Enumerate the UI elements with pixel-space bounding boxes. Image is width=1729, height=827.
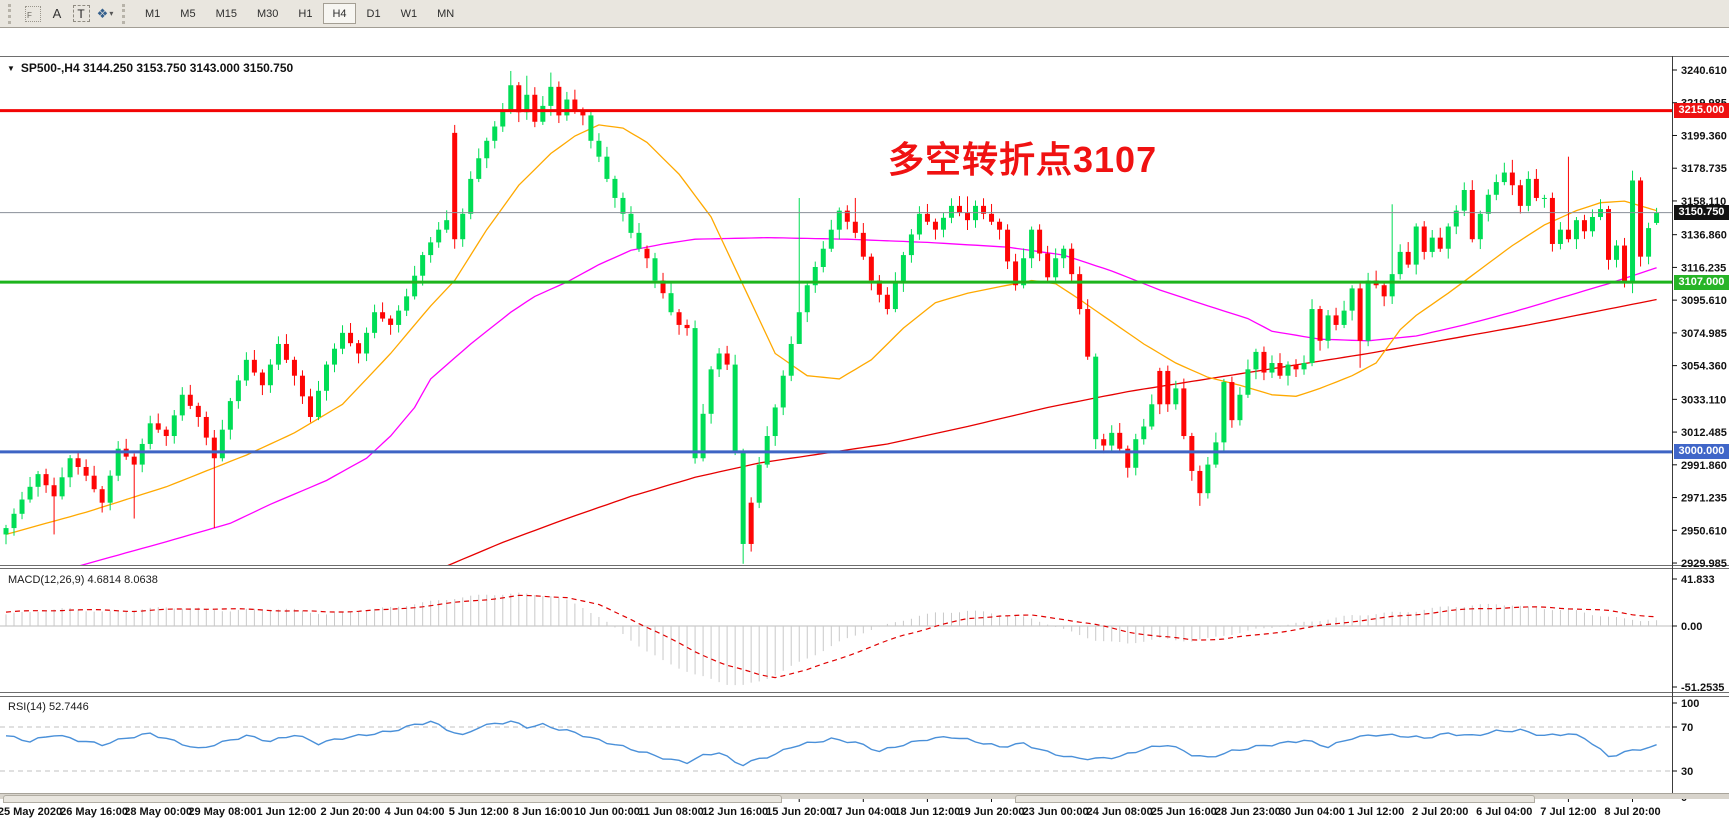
- chart-annotation-text[interactable]: 多空转折点3107: [888, 139, 1158, 180]
- macd-axis-label: 0.00: [1681, 621, 1702, 633]
- snap-grid-icon: F: [25, 5, 41, 22]
- price-axis-label: 3116.235: [1681, 262, 1726, 274]
- time-axis-label: 24 Jun 08:00: [1087, 806, 1153, 818]
- time-axis-label: 28 May 00:00: [124, 806, 192, 818]
- ma-fast-line: [5, 124, 1657, 536]
- tab-timeframe-d1[interactable]: D1: [366, 8, 381, 20]
- time-axis-label: 15 Jun 20:00: [766, 806, 832, 818]
- price-axis-label: 3095.610: [1681, 295, 1727, 307]
- chart-title: ▼ SP500-,H4 3144.250 3153.750 3143.000 3…: [7, 61, 293, 75]
- price-axis: 3240.6103219.9853199.3603178.7353158.110…: [1672, 65, 1727, 570]
- price-axis-label: 3033.110: [1681, 394, 1726, 406]
- tab-timeframe-h4[interactable]: H4: [323, 3, 356, 24]
- time-axis-label: 8 Jun 16:00: [513, 806, 573, 818]
- time-axis-label: 10 Jun 00:00: [574, 806, 640, 818]
- toolbar-grip[interactable]: [8, 3, 16, 24]
- tab-timeframe-m15[interactable]: M15: [215, 8, 237, 20]
- chart-canvas[interactable]: 3240.6103219.9853199.3603178.7353158.110…: [0, 28, 1729, 827]
- time-axis-label: 6 Jul 04:00: [1476, 806, 1532, 818]
- price-axis-label: 3199.360: [1681, 130, 1727, 142]
- time-axis-label: 25 May 2020: [0, 806, 62, 818]
- price-axis-label: 3158.110: [1681, 196, 1726, 208]
- chevron-down-icon: ▾: [109, 9, 114, 18]
- rsi-axis-label: 30: [1681, 766, 1693, 778]
- chart-window[interactable]: 3240.6103219.9853199.3603178.7353158.110…: [0, 28, 1729, 818]
- rsi-axis: 10070300: [1672, 698, 1699, 804]
- tab-timeframe-m30[interactable]: M30: [256, 8, 279, 20]
- time-axis-label: 23 Jun 00:00: [1023, 806, 1089, 818]
- font-tool-button[interactable]: A: [52, 6, 62, 21]
- time-axis-label: 1 Jun 12:00: [256, 806, 316, 818]
- time-axis-label: 19 Jun 20:00: [958, 806, 1024, 818]
- price-axis-label: 3136.860: [1681, 230, 1727, 242]
- rsi-axis-label: 70: [1681, 722, 1693, 734]
- price-axis-label: 2971.235: [1681, 493, 1727, 505]
- time-axis-label: 28 Jun 23:00: [1215, 806, 1281, 818]
- objects-icon: ❖: [96, 5, 109, 21]
- objects-button[interactable]: ❖ ▾: [94, 3, 116, 25]
- time-axis-label: 7 Jul 12:00: [1540, 806, 1596, 818]
- snap-grid-button[interactable]: F: [22, 3, 44, 25]
- toolbar-grip-2[interactable]: [122, 3, 130, 24]
- price-axis-label: 2950.610: [1681, 525, 1727, 537]
- rsi-layer: [0, 720, 1672, 772]
- macd-layer: [0, 592, 1672, 686]
- tab-timeframe-w1[interactable]: W1: [400, 8, 418, 20]
- tab-timeframe-m5[interactable]: M5: [180, 8, 196, 20]
- taskbar-button[interactable]: [3, 795, 782, 803]
- macd-axis: 41.833 0.00 -51.2535: [1672, 574, 1724, 694]
- collapse-icon[interactable]: ▼: [7, 63, 15, 73]
- price-tag-resistance: 3215.000: [1674, 103, 1729, 118]
- price-axis-label: 3012.485: [1681, 427, 1727, 439]
- time-axis-label: 2 Jul 20:00: [1412, 806, 1468, 818]
- ma-slow-line: [447, 298, 1657, 565]
- toolbar: F A T ❖ ▾ M1 M5 M15 M30 H1 H4 D1 W1 MN: [0, 0, 1729, 28]
- price-tag-support: 3000.000: [1674, 444, 1729, 459]
- price-tag-pivot: 3107.000: [1674, 275, 1729, 290]
- price-axis-label: 2929.985: [1681, 558, 1727, 570]
- time-axis-label: 17 Jun 04:00: [830, 806, 896, 818]
- price-axis-label: 2991.860: [1681, 460, 1727, 472]
- candles-layer: [3, 70, 1660, 564]
- time-axis-label: 25 Jun 16:00: [1151, 806, 1217, 818]
- text-label-button[interactable]: T: [70, 3, 92, 25]
- time-axis-label: 5 Jun 12:00: [449, 806, 509, 818]
- price-axis-label: 3074.985: [1681, 328, 1727, 340]
- macd-signal-line: [5, 594, 1657, 679]
- price-axis-label: 3178.735: [1681, 163, 1727, 175]
- rsi-indicator-label: RSI(14) 52.7446: [8, 701, 89, 713]
- time-axis-label: 26 May 16:00: [60, 806, 128, 818]
- ma-mid-line: [80, 236, 1657, 565]
- macd-axis-label: 41.833: [1681, 574, 1715, 586]
- time-axis-label: 18 Jun 12:00: [894, 806, 960, 818]
- time-axis-label: 4 Jun 04:00: [385, 806, 445, 818]
- time-axis-label: 30 Jun 04:00: [1279, 806, 1345, 818]
- panel-separators: [0, 56, 1729, 798]
- time-axis-label: 11 Jun 08:00: [638, 806, 703, 818]
- time-axis-label: 12 Jun 16:00: [702, 806, 768, 818]
- price-axis-label: 3054.360: [1681, 361, 1727, 373]
- chart-title-text: SP500-,H4 3144.250 3153.750 3143.000 315…: [20, 61, 294, 75]
- time-axis-label: 1 Jul 12:00: [1348, 806, 1404, 818]
- time-axis-label: 29 May 08:00: [188, 806, 256, 818]
- tab-timeframe-mn[interactable]: MN: [437, 8, 455, 20]
- price-axis-label: 3240.610: [1681, 65, 1727, 77]
- macd-indicator-label: MACD(12,26,9) 4.6814 8.0638: [8, 574, 158, 586]
- macd-histogram: [5, 592, 1658, 686]
- rsi-axis-label: 100: [1681, 698, 1699, 710]
- time-axis-label: 2 Jun 20:00: [321, 806, 381, 818]
- macd-axis-label: -51.2535: [1681, 682, 1724, 694]
- time-axis-label: 8 Jul 20:00: [1604, 806, 1660, 818]
- rsi-line: [5, 720, 1657, 767]
- price-tag-bid: 3150.750: [1674, 205, 1729, 220]
- taskbar-strip: [0, 793, 1729, 803]
- text-label-icon: T: [72, 5, 90, 22]
- tab-timeframe-h1[interactable]: H1: [298, 8, 313, 20]
- tab-timeframe-m1[interactable]: M1: [145, 8, 161, 20]
- main-chart-layer: [0, 70, 1672, 565]
- taskbar-button[interactable]: [1015, 795, 1535, 803]
